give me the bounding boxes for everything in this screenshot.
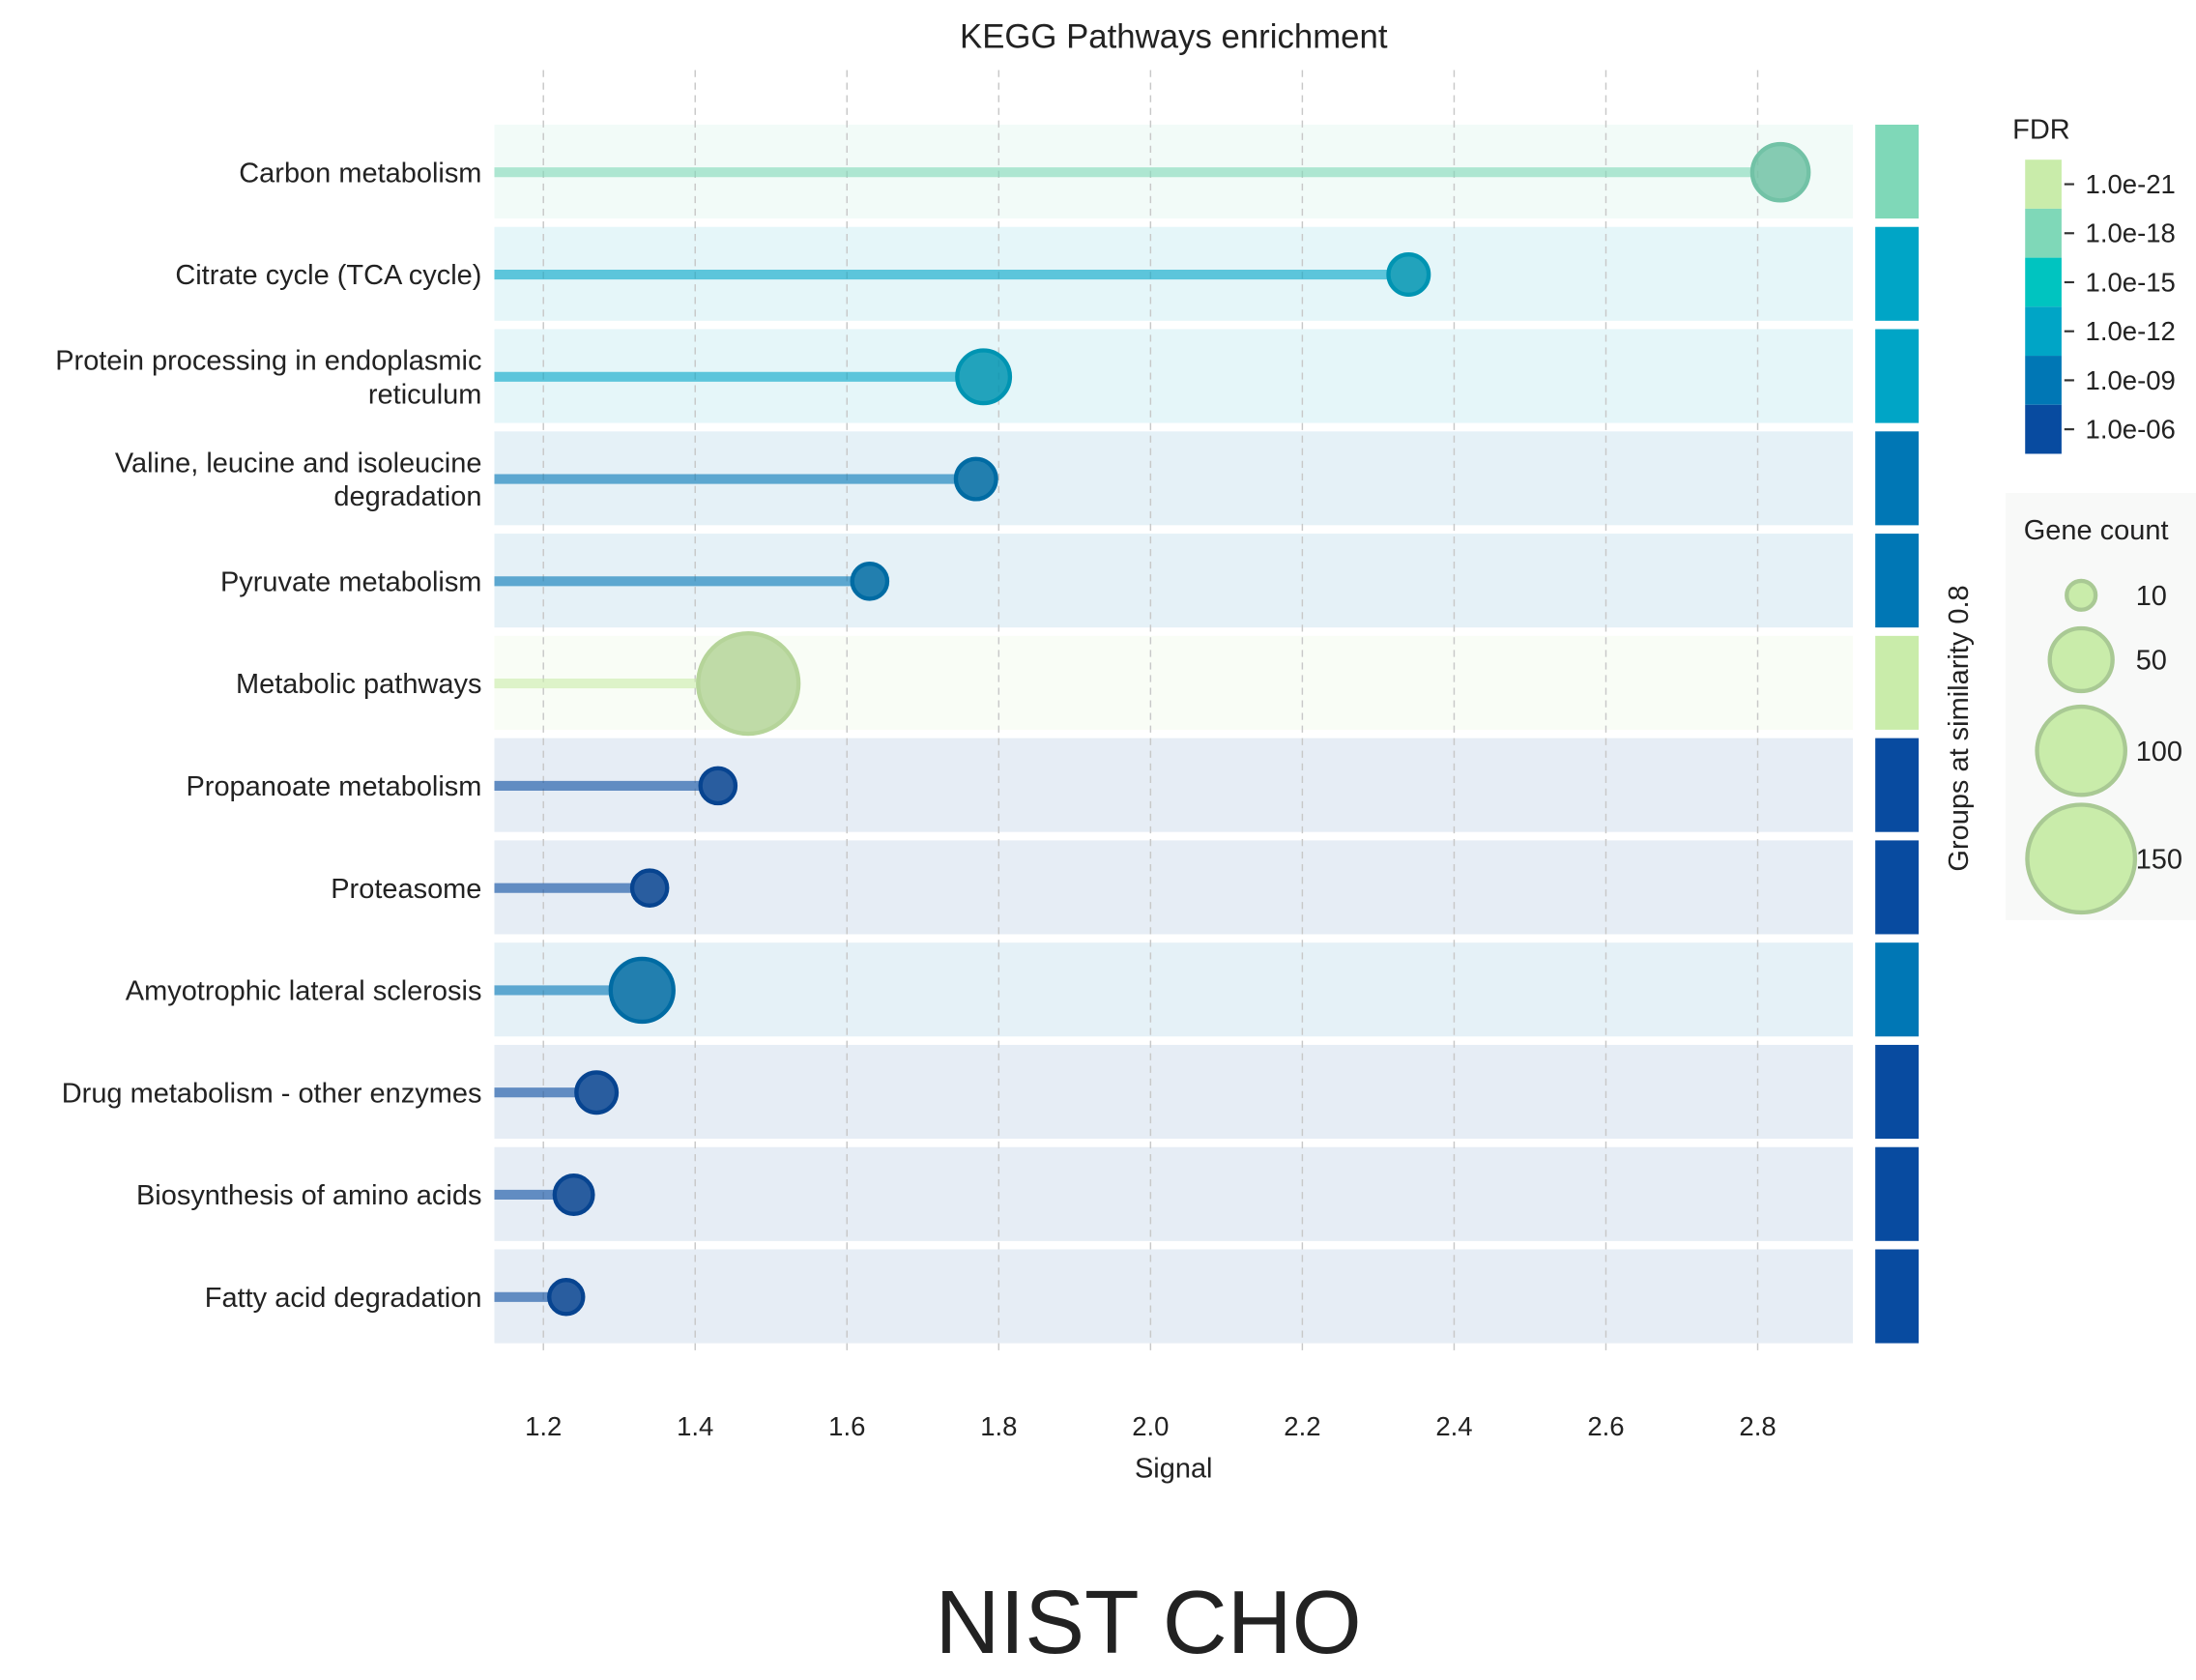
lollipop-dot [696, 630, 801, 737]
pathway-label-line: Citrate cycle (TCA cycle) [175, 260, 481, 291]
fdr-legend-label: 1.0e-09 [2086, 365, 2176, 395]
pathway-label-line: reticulum [368, 379, 482, 410]
group-color-bar [1875, 124, 1920, 219]
pathway-label: Proteasome [331, 874, 481, 905]
pathway-label: Propanoate metabolism [186, 771, 481, 802]
pathway-label: Valine, leucine and isoleucine degradatio… [115, 448, 482, 512]
row-background [494, 1249, 1854, 1344]
pathway-label-line: Metabolic pathways [236, 669, 481, 700]
group-color-bar [1875, 738, 1920, 832]
gene-count-legend-label: 150 [2136, 844, 2182, 875]
group-color-bar [1875, 1044, 1920, 1140]
fdr-color-swatch [2025, 159, 2062, 209]
fdr-legend-label: 1.0e-21 [2086, 169, 2176, 199]
gene-count-legend-label: 10 [2136, 581, 2167, 612]
gene-count-legend-circle [2047, 625, 2115, 694]
pathway-label-line: Amyotrophic lateral sclerosis [126, 976, 482, 1007]
row-background [494, 1044, 1854, 1140]
row-background [494, 942, 1854, 1037]
pathway-label: Carbon metabolism [239, 158, 481, 188]
gene-count-legend-label: 50 [2136, 646, 2167, 677]
gene-count-legend-title: Gene count [2024, 515, 2169, 546]
pathway-label: Fatty acid degradation [205, 1283, 482, 1314]
pathway-label: Pyruvate metabolism [220, 566, 481, 597]
lollipop-dot [1386, 252, 1431, 297]
chart-title: KEGG Pathways enrichment [960, 18, 1388, 55]
x-tick-label: 2.0 [1132, 1411, 1169, 1441]
row-background [494, 1146, 1854, 1241]
group-color-bar [1875, 1249, 1920, 1344]
pathway-label: Citrate cycle (TCA cycle) [175, 260, 481, 291]
pathway-label-line: Proteasome [331, 874, 481, 905]
lollipop-dot [547, 1278, 586, 1317]
group-color-bar [1875, 635, 1920, 730]
fdr-legend-label: 1.0e-18 [2086, 218, 2176, 248]
x-tick-label: 2.6 [1587, 1411, 1624, 1441]
pathway-label-line: degradation [333, 481, 481, 512]
x-tick-label: 2.4 [1435, 1411, 1472, 1441]
gene-count-legend-circle [2035, 704, 2127, 797]
lollipop-dot [953, 456, 998, 502]
pathway-label-line: Carbon metabolism [239, 158, 481, 188]
group-color-bar [1875, 942, 1920, 1037]
group-color-bar [1875, 431, 1920, 526]
pathway-label: Amyotrophic lateral sclerosis [126, 976, 482, 1007]
fdr-legend-label: 1.0e-12 [2086, 316, 2176, 346]
x-axis-label: Signal [1135, 1454, 1213, 1485]
group-color-bar [1875, 840, 1920, 935]
gene-count-legend-label: 100 [2136, 737, 2182, 768]
fdr-color-swatch [2025, 306, 2062, 357]
group-color-bar [1875, 534, 1920, 628]
fdr-color-swatch [2025, 257, 2062, 307]
lollipop-dot [698, 766, 738, 806]
gene-count-legend-circle [2065, 578, 2098, 612]
group-color-bar [1875, 226, 1920, 321]
fdr-color-swatch [2025, 208, 2062, 258]
fdr-color-swatch [2025, 404, 2062, 454]
pathway-label: Biosynthesis of amino acids [136, 1180, 481, 1211]
pathway-label: Metabolic pathways [236, 669, 481, 700]
group-color-bar [1875, 329, 1920, 423]
x-tick-label: 1.6 [828, 1411, 865, 1441]
pathway-label-line: Drug metabolism - other enzymes [62, 1078, 482, 1109]
fdr-legend-label: 1.0e-15 [2086, 267, 2176, 297]
lollipop-dot [629, 868, 670, 908]
pathway-label-line: Protein processing in endoplasmic [55, 346, 481, 377]
fdr-legend-label: 1.0e-06 [2086, 415, 2176, 445]
pathway-label-line: Fatty acid degradation [205, 1283, 482, 1314]
lollipop-dot [574, 1070, 620, 1115]
group-axis-label: Groups at similarity 0.8 [1944, 585, 1975, 871]
gene-count-legend-circle [2025, 802, 2138, 915]
pathway-label-line: Valine, leucine and isoleucine [115, 448, 482, 478]
x-tick-label: 1.2 [525, 1411, 562, 1441]
lollipop-dot [850, 562, 890, 601]
pathway-label: Drug metabolism - other enzymes [62, 1078, 482, 1109]
x-tick-label: 1.8 [980, 1411, 1017, 1441]
x-tick-label: 2.8 [1739, 1411, 1776, 1441]
row-background [494, 840, 1854, 935]
lollipop-dot [955, 348, 1013, 406]
lollipop-dot [1749, 141, 1811, 203]
x-tick-label: 2.2 [1284, 1411, 1320, 1441]
group-color-bar [1875, 1146, 1920, 1241]
lollipop-dot [608, 956, 676, 1025]
fdr-color-swatch [2025, 356, 2062, 405]
pathway-label-line: Pyruvate metabolism [220, 566, 481, 597]
pathway-label-line: Propanoate metabolism [186, 771, 481, 802]
pathway-label: Protein processing in endoplasmic reticul… [55, 346, 481, 411]
x-tick-label: 1.4 [677, 1411, 713, 1441]
pathway-label-line: Biosynthesis of amino acids [136, 1180, 481, 1211]
lollipop-dot [552, 1173, 595, 1216]
figure-caption: NIST CHO [935, 1572, 1361, 1672]
fdr-legend-title: FDR [2012, 114, 2070, 145]
